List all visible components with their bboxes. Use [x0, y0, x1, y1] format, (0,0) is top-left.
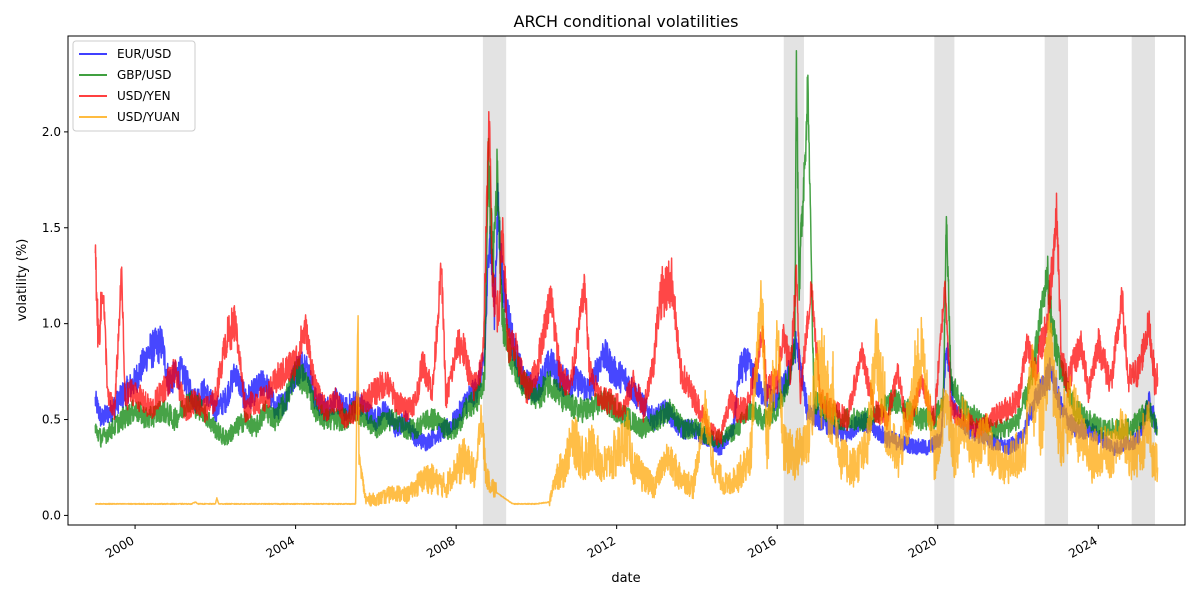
series-line-usd-yuan [94, 279, 1159, 507]
legend: EUR/USD GBP/USD USD/YEN USD/YUAN [72, 40, 196, 132]
y-tick-label: 2.0 [42, 125, 61, 139]
legend-box [72, 40, 196, 132]
y-tick-label: 1.0 [42, 317, 61, 331]
y-axis-ticks: 0.0 0.5 1.0 1.5 2.0 [42, 125, 68, 522]
y-axis-label: volatility (%) [15, 239, 30, 322]
legend-items: EUR/USD GBP/USD USD/YEN USD/YUAN [79, 47, 180, 124]
y-tick-label: 0.0 [42, 508, 61, 522]
x-axis-label: date [611, 571, 640, 586]
shaded-period-2 [783, 36, 804, 525]
legend-label-usd-yuan: USD/YUAN [117, 110, 180, 124]
legend-label-eur-usd: EUR/USD [117, 47, 171, 61]
axes-frame [67, 35, 1186, 526]
chart-title: ARCH conditional volatilities [514, 12, 739, 31]
series-line-gbp-usd [94, 50, 1158, 449]
legend-label-usd-yen: USD/YEN [117, 89, 171, 103]
y-tick-label: 0.5 [42, 413, 61, 427]
y-tick-label: 1.5 [42, 221, 61, 235]
series-lines [94, 50, 1159, 507]
legend-label-gbp-usd: GBP/USD [117, 68, 171, 82]
shaded-period-4 [1044, 36, 1069, 525]
